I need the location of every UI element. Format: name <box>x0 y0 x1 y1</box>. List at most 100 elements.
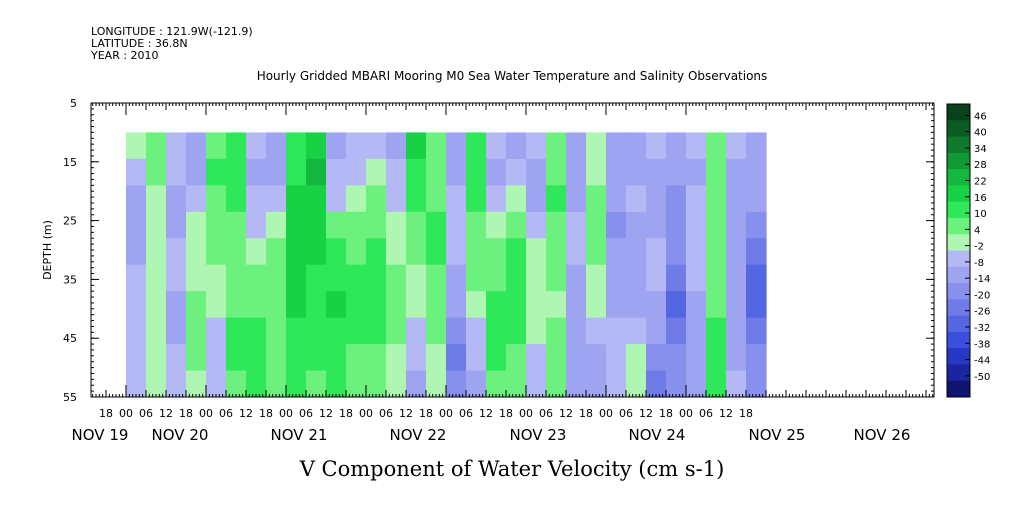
heatmap-cell <box>506 317 527 345</box>
heatmap-cell <box>506 132 527 160</box>
colorbar-label: 46 <box>974 111 987 122</box>
heatmap-cell <box>606 317 627 345</box>
colorbar: 46 40 34 28 22 16 10 4 -2 -8 -14 -20 -26 -32 -38 -44 -50 <box>946 103 990 398</box>
heatmap-cell <box>686 344 707 372</box>
heatmap-cell <box>146 264 167 292</box>
heatmap-cell <box>186 158 207 186</box>
heatmap-cell <box>346 185 367 213</box>
x-hour-label: 18 <box>339 407 353 420</box>
heatmap-cell <box>426 370 447 398</box>
heatmap-cell <box>306 132 327 160</box>
heatmap-cell <box>426 317 447 345</box>
x-axis-label: V Component of Water Velocity (cm s-1) <box>299 457 725 481</box>
x-hour-label: 00 <box>599 407 613 420</box>
heatmap-cell <box>626 211 647 239</box>
heatmap-cell <box>566 291 587 319</box>
colorbar-swatch <box>947 315 970 333</box>
colorbar-swatch <box>947 104 970 121</box>
heatmap-cell <box>166 185 187 213</box>
colorbar-label: -50 <box>974 372 990 383</box>
heatmap-cell <box>566 344 587 372</box>
heatmap-cell <box>426 344 447 372</box>
heatmap-cell <box>466 211 487 239</box>
heatmap-cell <box>346 211 367 239</box>
heatmap-cell <box>586 132 607 160</box>
heatmap-cell <box>166 291 187 319</box>
heatmap-cell <box>746 317 767 345</box>
heatmap-cell <box>546 238 567 266</box>
heatmap-cell <box>366 185 387 213</box>
colorbar-label: 22 <box>974 177 987 188</box>
heatmap-cell <box>346 158 367 186</box>
heatmap-cell <box>686 132 707 160</box>
colorbar-swatch <box>947 169 970 186</box>
x-hour-label: 18 <box>499 407 513 420</box>
heatmap-cell <box>306 264 327 292</box>
heatmap-cell <box>306 238 327 266</box>
heatmap-cell <box>366 291 387 319</box>
heatmap-cell <box>226 211 247 239</box>
heatmap-cell <box>366 264 387 292</box>
heatmap-cell <box>646 264 667 292</box>
colorbar-label: -8 <box>974 258 984 269</box>
heatmap-cell <box>166 158 187 186</box>
x-hour-label: 18 <box>179 407 193 420</box>
y-tick-label: 15 <box>63 156 77 169</box>
heatmap-cell <box>366 158 387 186</box>
heatmap-cell <box>466 317 487 345</box>
heatmap-cell <box>746 132 767 160</box>
heatmap-cell <box>186 185 207 213</box>
heatmap-cell <box>666 211 687 239</box>
heatmap-cell <box>286 211 307 239</box>
heatmap-cell <box>186 370 207 398</box>
heatmap-cell <box>446 370 467 398</box>
heatmap-cell <box>646 370 667 398</box>
heatmap-cell <box>366 211 387 239</box>
heatmap-cell <box>326 158 347 186</box>
heatmap-cell <box>466 291 487 319</box>
heatmap-cell <box>466 132 487 160</box>
heatmap-cell <box>626 132 647 160</box>
heatmap-cell <box>626 264 647 292</box>
heatmap-cell <box>166 317 187 345</box>
heatmap-cell <box>666 370 687 398</box>
longitude-label: LONGITUDE : 121.9W(-121.9) <box>91 25 253 38</box>
heatmap-cell <box>226 132 247 160</box>
heatmap-cell <box>666 158 687 186</box>
heatmap-cell <box>286 344 307 372</box>
heatmap-cell <box>706 132 727 160</box>
heatmap-cell <box>406 211 427 239</box>
heatmap-cell <box>506 291 527 319</box>
heatmap-cell <box>626 291 647 319</box>
heatmap-cell <box>566 185 587 213</box>
heatmap-cell <box>666 344 687 372</box>
x-hour-label: 00 <box>439 407 453 420</box>
x-hour-label: 18 <box>739 407 753 420</box>
heatmap-cell <box>206 344 227 372</box>
heatmap-cell <box>166 370 187 398</box>
x-hour-label: 00 <box>519 407 533 420</box>
heatmap-cell <box>486 238 507 266</box>
heatmap-cell <box>246 211 267 239</box>
heatmap-cells <box>126 132 767 398</box>
heatmap-cell <box>206 211 227 239</box>
heatmap-cell <box>566 211 587 239</box>
heatmap-cell <box>586 291 607 319</box>
heatmap-cell <box>566 317 587 345</box>
heatmap-cell <box>326 238 347 266</box>
colorbar-label: 40 <box>974 128 987 139</box>
heatmap-cell <box>366 344 387 372</box>
colorbar-swatch <box>947 266 970 284</box>
heatmap-cell <box>426 238 447 266</box>
heatmap-cell <box>286 132 307 160</box>
y-tick-label: 55 <box>63 391 77 404</box>
heatmap-cell <box>166 132 187 160</box>
heatmap-cell <box>386 370 407 398</box>
heatmap-cell <box>746 158 767 186</box>
colorbar-label: 10 <box>974 209 987 220</box>
x-hour-label: 06 <box>459 407 473 420</box>
heatmap-cell <box>366 370 387 398</box>
heatmap-cell <box>606 291 627 319</box>
heatmap-cell <box>666 238 687 266</box>
latitude-label: LATITUDE : 36.8N <box>91 37 188 50</box>
